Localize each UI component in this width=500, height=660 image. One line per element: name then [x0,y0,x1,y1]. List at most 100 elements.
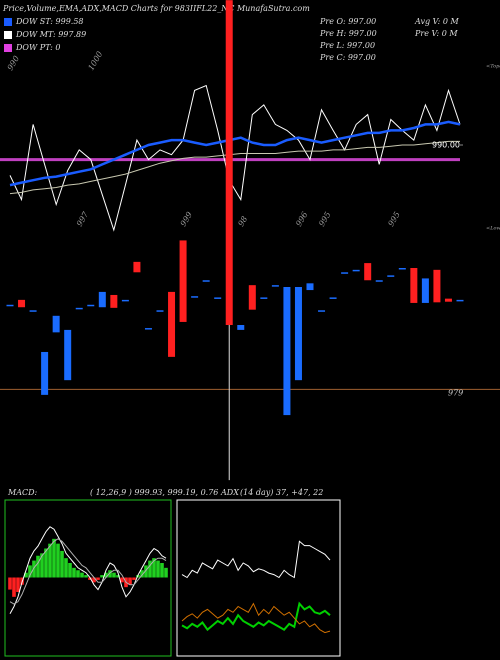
candle-body [110,294,118,308]
macd-bar [60,550,64,578]
chart-title: Price,Volume,EMA,ADX,MACD Charts for 983… [2,4,310,13]
macd-bar [32,560,36,578]
macd-bar [44,548,48,578]
macd-bar [112,572,116,578]
candle-body [294,287,302,381]
candle-body [387,275,395,277]
price-line [9,84,461,232]
macd-bar [8,577,12,590]
candle-body [6,304,14,307]
candle-body [18,299,26,308]
legend-swatch [4,31,12,39]
candle-body [237,325,245,330]
candle-body [248,285,256,310]
macd-bar [28,565,32,578]
macd-bar [128,577,132,585]
macd-bar [76,570,80,578]
candle-body [214,297,222,299]
candle-body [52,315,60,333]
macd-bar [24,572,28,578]
candle-body [433,269,441,303]
candle-body [260,297,268,299]
adx-line [181,602,331,634]
macd-bar [104,572,108,578]
price-line [9,120,461,187]
macd-bar [120,577,124,583]
macd-bar [84,575,88,578]
macd-bar [92,577,96,583]
macd-bar [140,570,144,578]
macd-bar [80,572,84,578]
macd-bar [164,567,168,578]
candle-body [398,268,406,270]
edge-label: <Lowe [486,226,500,232]
macd-bar [148,560,152,578]
macd-bar [116,575,120,578]
candle-body [133,261,141,273]
macd-bar [40,553,44,578]
candle-body [168,291,176,357]
candle-body [98,291,106,308]
candle-body [87,304,95,307]
macd-bar [132,577,136,580]
candle-body [341,272,349,274]
candle-body [225,0,233,326]
info-label: Pre L: 997.00 [319,41,375,50]
candle-body [29,310,37,312]
macd-bar [12,577,16,597]
candle-body [283,287,291,416]
edge-label: <Topa [486,64,500,70]
macd-bar [96,577,100,580]
legend-label: DOW ST: 999.58 [15,17,84,26]
info-label: Pre O: 997.00 [319,17,376,26]
candle-body [421,278,429,303]
candle-body [156,310,164,312]
macd-bar [152,558,156,578]
candle-body [410,268,418,303]
candle-body [364,263,372,281]
candle-body [444,298,452,302]
candle-body [318,310,326,312]
candle-body [306,283,314,291]
candle-body [271,285,279,287]
macd-bar [68,563,72,578]
price-line [9,140,460,195]
macd-bar [156,560,160,578]
macd-bar [56,543,60,578]
macd-bar [144,565,148,578]
info-label: Avg V: 0 M [414,17,459,26]
macd-bar [64,558,68,578]
candle-body [456,299,464,302]
candle-body [179,240,187,322]
info-label: Pre C: 997.00 [319,53,376,62]
y-tick-label: 990.00 [432,141,460,150]
macd-bar [52,538,56,578]
macd-bar [100,575,104,578]
candle-body [329,297,337,299]
macd-bar [16,577,20,592]
macd-panel [4,499,172,657]
macd-bar [36,555,40,578]
candle-body [121,299,129,302]
macd-bar [48,543,52,578]
legend-swatch [4,44,12,52]
candle-body [75,307,83,310]
adx-line [181,540,331,579]
adx-panel [176,499,341,657]
candle-body [64,329,72,381]
candle-body [144,328,152,330]
info-label: Pre H: 997.00 [319,29,377,38]
legend-label: DOW MT: 997.89 [15,30,86,39]
y-tick-label: 979 [448,388,463,397]
adx-line [181,601,331,632]
bottom-label: 98 [236,215,249,228]
candle-body [202,280,210,282]
macd-bar [72,567,76,578]
adx-title: ADX [220,488,239,497]
macd-title: MACD: [7,488,38,497]
legend-swatch [4,18,12,26]
macd-line [9,538,167,605]
macd-bar [108,570,112,578]
candle-body [191,296,199,298]
macd-bar [160,563,164,578]
